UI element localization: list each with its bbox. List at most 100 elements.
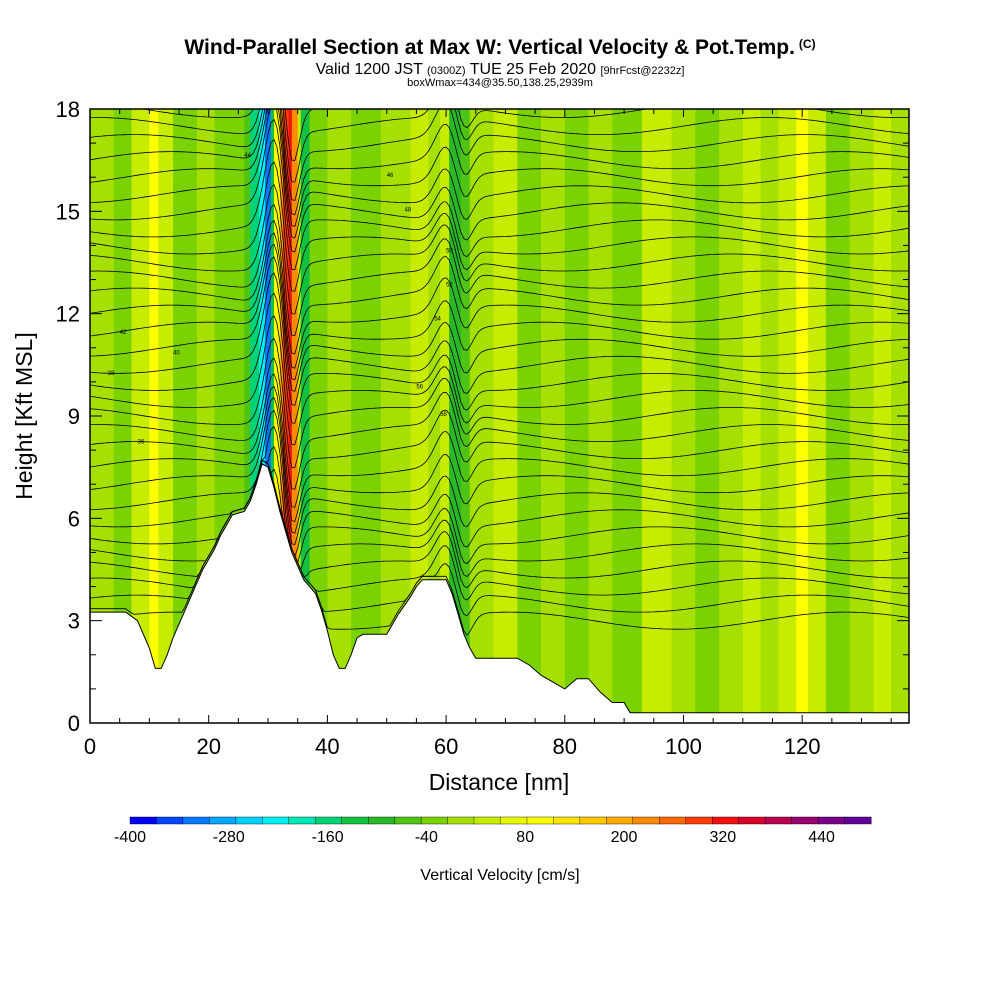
y-tick-label: 6	[68, 506, 80, 531]
velocity-band	[728, 109, 732, 723]
velocity-band	[452, 109, 456, 604]
velocity-band	[235, 109, 239, 524]
colorbar-tick-label: -40	[415, 829, 438, 846]
velocity-band	[549, 109, 554, 691]
velocity-band	[555, 109, 560, 694]
valid-date: TUE 25 Feb 2020	[469, 61, 597, 78]
velocity-band	[683, 109, 688, 723]
velocity-band	[294, 109, 299, 570]
colorbar-swatch	[341, 816, 369, 825]
velocity-band	[113, 109, 118, 623]
theta-contours	[90, 109, 909, 636]
velocity-band	[775, 109, 780, 723]
colorbar-swatch	[182, 816, 210, 825]
velocity-band	[164, 109, 168, 665]
velocity-band	[576, 109, 581, 689]
velocity-band	[784, 109, 788, 723]
velocity-band	[208, 109, 213, 565]
velocity-band	[888, 109, 892, 723]
theta-contour	[90, 183, 909, 315]
velocity-band	[173, 109, 177, 642]
velocity-band	[882, 109, 886, 723]
velocity-band	[885, 109, 889, 723]
velocity-band	[873, 109, 877, 723]
velocity-band	[190, 109, 195, 601]
velocity-band	[401, 109, 406, 616]
colorbar-swatch	[262, 816, 290, 825]
velocity-band	[701, 109, 705, 723]
y-tick-label: 18	[56, 97, 80, 122]
velocity-band	[674, 109, 679, 723]
velocity-band	[155, 109, 159, 679]
velocity-band	[419, 109, 423, 590]
colorbar-swatch	[764, 816, 793, 825]
velocity-band	[707, 109, 711, 723]
contour-label: 58	[440, 412, 447, 418]
velocity-band	[526, 109, 530, 674]
velocity-band	[763, 109, 768, 723]
velocity-band	[244, 109, 248, 517]
velocity-band	[840, 109, 845, 723]
velocity-band	[472, 109, 477, 664]
y-tick-label: 12	[56, 302, 80, 327]
velocity-band	[220, 109, 225, 541]
copyright-mark: (C)	[798, 37, 816, 51]
velocity-band	[312, 109, 317, 601]
velocity-band	[535, 109, 539, 681]
theta-contour	[90, 292, 909, 424]
velocity-band	[466, 109, 471, 652]
velocity-band	[612, 109, 616, 713]
colorbar-swatch	[579, 816, 607, 825]
theta-contour	[90, 385, 909, 523]
theta-contour	[90, 337, 909, 469]
velocity-band	[799, 109, 803, 723]
x-tick-label: 40	[315, 734, 339, 759]
velocity-band	[731, 109, 735, 723]
velocity-band	[825, 109, 830, 723]
velocity-band	[831, 109, 836, 723]
velocity-band	[573, 109, 578, 689]
velocity-band	[636, 109, 640, 723]
colorbar-swatch	[156, 816, 184, 825]
velocity-band	[621, 109, 625, 713]
velocity-band	[214, 109, 219, 553]
velocity-band	[570, 109, 575, 692]
velocity-band	[748, 109, 753, 723]
velocity-band	[662, 109, 667, 723]
velocity-band	[695, 109, 699, 723]
velocity-band	[107, 109, 112, 623]
x-tick-label: 60	[434, 734, 458, 759]
velocity-band	[377, 109, 382, 645]
velocity-band	[297, 109, 302, 577]
velocity-band	[579, 109, 584, 689]
theta-contour	[90, 425, 909, 557]
colorbar-swatch	[659, 816, 687, 825]
velocity-band	[627, 109, 631, 718]
velocity-band	[303, 109, 308, 590]
velocity-band	[128, 109, 133, 625]
velocity-band	[357, 109, 361, 647]
colorbar-swatch	[844, 816, 872, 825]
velocity-band	[101, 109, 106, 623]
velocity-band	[315, 109, 320, 604]
velocity-band	[867, 109, 872, 723]
velocity-band	[837, 109, 842, 723]
theta-contour	[90, 161, 909, 292]
velocity-band	[318, 109, 323, 613]
velocity-band	[778, 109, 782, 723]
velocity-band	[561, 109, 566, 698]
velocity-band	[90, 109, 94, 623]
velocity-band	[487, 109, 492, 669]
velocity-band	[493, 109, 498, 669]
velocity-band	[742, 109, 747, 723]
colorbar-swatch	[712, 816, 740, 825]
x-axis: 0 20 40 60 80 100 120	[84, 109, 892, 759]
valid-zulu: (0300Z)	[427, 65, 466, 77]
velocity-band	[217, 109, 222, 546]
contour-label: 54	[434, 317, 441, 323]
velocity-band	[650, 109, 655, 723]
velocity-band	[413, 109, 417, 597]
contour-label: 40	[173, 351, 180, 357]
velocity-band	[745, 109, 750, 723]
